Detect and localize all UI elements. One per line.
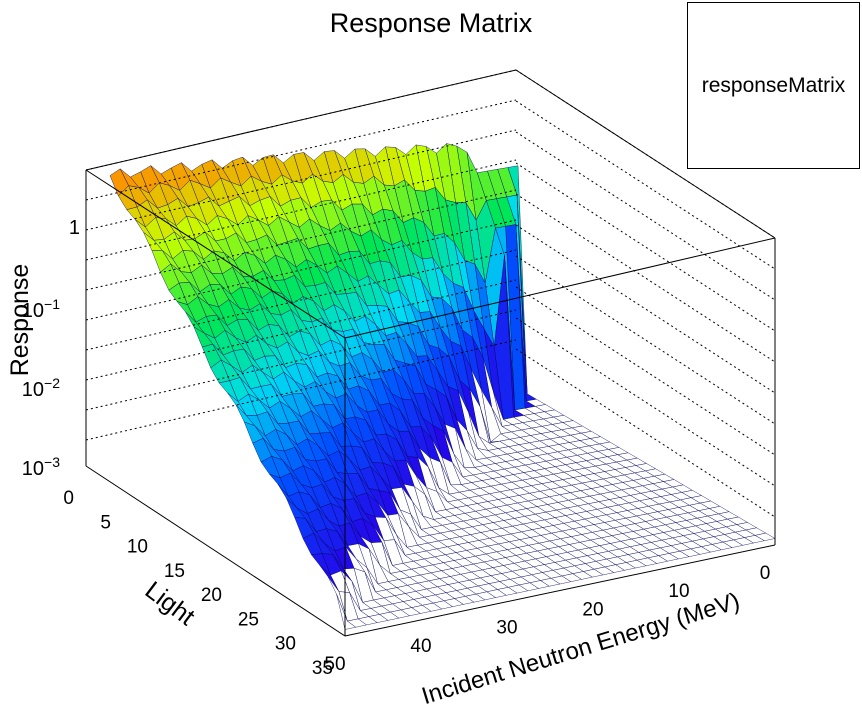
grid-line-back bbox=[85, 189, 517, 291]
grid-line-back bbox=[85, 249, 517, 351]
y-tick-label-0: 0 bbox=[63, 488, 74, 509]
x-tick-label-50: 50 bbox=[324, 654, 345, 675]
grid-line-back bbox=[85, 69, 517, 171]
grid-line-right bbox=[515, 348, 776, 518]
z-tick-label-0.1: 10−1 bbox=[22, 296, 60, 322]
y-tick-label-15: 15 bbox=[164, 561, 185, 582]
legend-label: responseMatrix bbox=[701, 73, 846, 97]
grid-line-back bbox=[85, 219, 517, 321]
frame-top-front bbox=[85, 169, 346, 339]
x-tick-label-0: 0 bbox=[760, 563, 771, 584]
grid-line-right bbox=[515, 131, 776, 301]
axis-frame bbox=[85, 69, 776, 637]
y-tick-label-5: 5 bbox=[100, 512, 111, 533]
grid-line-right bbox=[515, 286, 776, 456]
x-tick-label-10: 10 bbox=[668, 581, 689, 602]
frame-bottom-left bbox=[85, 465, 346, 637]
legend-box: responseMatrix bbox=[687, 2, 860, 169]
frame-top-front-right bbox=[344, 237, 776, 339]
grid-line-back bbox=[85, 159, 517, 261]
y-tick-label-25: 25 bbox=[238, 609, 259, 630]
grid-line-back bbox=[85, 309, 517, 411]
grid-line-back bbox=[85, 129, 517, 231]
y-tick-label-20: 20 bbox=[201, 585, 222, 606]
grid-line-right bbox=[515, 100, 776, 270]
surface-layer bbox=[109, 143, 776, 630]
grid-line-right bbox=[515, 162, 776, 332]
x-tick-label-20: 20 bbox=[582, 599, 603, 620]
grid-line-right bbox=[515, 224, 776, 394]
y-tick-label-10: 10 bbox=[127, 537, 148, 558]
y-axis-title: Light bbox=[140, 576, 200, 631]
grid-line-right bbox=[515, 193, 776, 363]
z-tick-label-0.01: 10−2 bbox=[22, 375, 60, 401]
z-axis-title: Response bbox=[6, 264, 34, 377]
x-axis-title: Incident Neutron Energy (MeV) bbox=[419, 588, 743, 711]
grid-line-right bbox=[515, 255, 776, 425]
grid-line-right bbox=[515, 69, 776, 239]
chart-title: Response Matrix bbox=[329, 8, 533, 38]
tick-layer: 0 5 10 15 20 25 30 35 0 10 20 30 40 50 bbox=[63, 488, 770, 679]
x-tick-label-30: 30 bbox=[496, 618, 517, 639]
z-tick-label-0.001: 10−3 bbox=[22, 454, 60, 480]
x-tick-label-40: 40 bbox=[410, 636, 431, 657]
grid-line-back bbox=[85, 339, 517, 441]
y-tick-label-35: 35 bbox=[312, 658, 333, 679]
z-tick-label-1: 1 bbox=[69, 217, 80, 239]
grid-line-right bbox=[515, 317, 776, 487]
grid-line-back bbox=[85, 279, 517, 381]
frame-bottom-right bbox=[344, 544, 776, 637]
grid-line-back bbox=[85, 99, 517, 201]
y-tick-label-30: 30 bbox=[275, 634, 296, 655]
